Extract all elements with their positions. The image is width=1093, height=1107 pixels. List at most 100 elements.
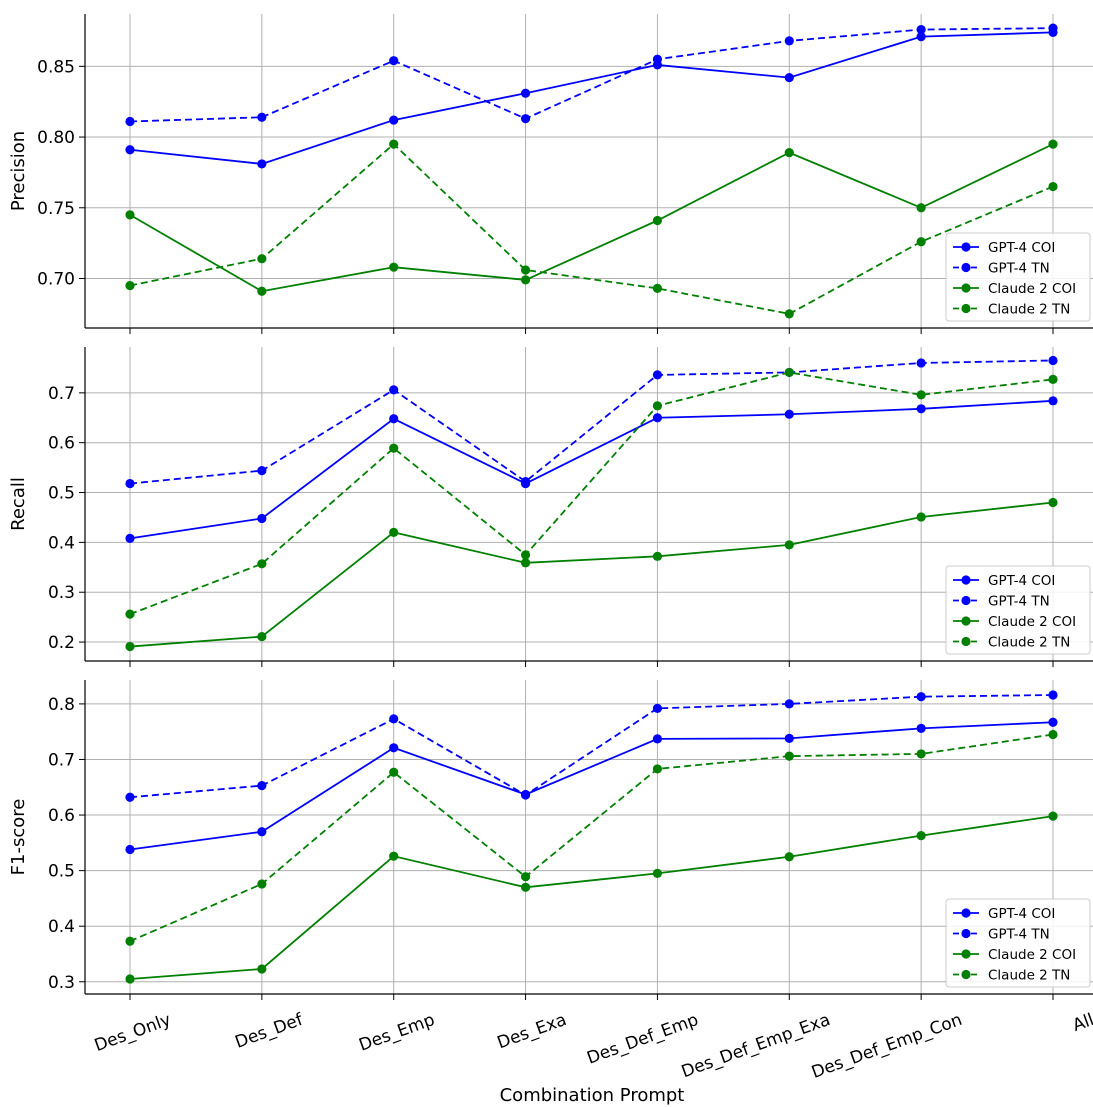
data-point [652, 401, 663, 411]
series-line [129, 815, 1054, 980]
series-line [129, 733, 1054, 943]
y-tick-label: 0.8 [48, 695, 75, 715]
data-point [520, 88, 531, 98]
data-point [916, 32, 926, 42]
data-point [784, 73, 794, 83]
data-point [125, 280, 135, 291]
y-tick-label: 0.3 [48, 583, 75, 603]
data-point [389, 414, 399, 424]
data-point [125, 936, 135, 946]
series-line [129, 694, 1054, 799]
legend-entry: Claude 2 TN [988, 635, 1070, 651]
data-point [389, 443, 399, 453]
data-point [652, 54, 663, 64]
x-tick-label: Des_Emp [356, 1010, 437, 1056]
data-point [520, 275, 531, 285]
series-gpt-4-tn [125, 355, 1058, 489]
y-tick-label: 0.4 [48, 533, 75, 553]
data-point [520, 790, 531, 800]
data-point [784, 148, 794, 158]
legend-entry: GPT-4 TN [988, 261, 1050, 277]
data-point [125, 792, 135, 802]
x-tick-label: Des_Only [92, 1010, 174, 1056]
series-line [129, 371, 1054, 615]
data-point [389, 527, 399, 538]
series-claude-2-coi [125, 811, 1058, 984]
series-claude-2-tn [125, 139, 1058, 319]
data-point [916, 831, 926, 841]
data-point [257, 559, 267, 569]
x-tick-label: All [1070, 1010, 1093, 1036]
legend-marker [961, 636, 971, 647]
y-tick-label: 0.3 [48, 973, 75, 993]
data-point [916, 390, 926, 400]
data-point [125, 116, 135, 127]
legend-entry: GPT-4 COI [988, 573, 1055, 589]
data-point [389, 851, 399, 861]
data-point [916, 749, 926, 759]
data-point [257, 286, 267, 296]
data-point [520, 265, 531, 275]
x-tick-label: Des_Def_Emp_Exa [679, 1010, 833, 1082]
data-point [784, 367, 794, 378]
series-line [129, 142, 1054, 315]
data-point [520, 550, 531, 560]
data-point [784, 309, 794, 319]
legend-box [945, 565, 1091, 655]
data-point [1048, 729, 1058, 740]
data-point [125, 533, 135, 543]
data-point [1048, 396, 1058, 406]
data-point [1048, 811, 1058, 821]
legend: GPT-4 COI GPT-4 TN Claude 2 COI Claude 2 TN [945, 565, 1091, 655]
data-point [257, 513, 267, 524]
legend-marker [961, 242, 971, 252]
series-line [129, 721, 1054, 851]
data-point [916, 237, 926, 247]
legend-marker [961, 908, 971, 918]
data-point [389, 385, 399, 395]
y-axis-label: Recall [8, 477, 29, 531]
data-point [652, 734, 663, 744]
data-point [784, 409, 794, 419]
data-point [520, 558, 531, 568]
data-point [1048, 690, 1058, 700]
y-tick-label: 0.6 [48, 806, 75, 826]
series-claude-2-tn [125, 729, 1058, 946]
y-tick-label: 0.7 [48, 384, 75, 404]
series-gpt-4-coi [125, 396, 1058, 543]
data-point [916, 24, 926, 35]
legend-marker [961, 595, 971, 606]
legend-marker [961, 575, 971, 585]
x-tick-label: Des_Def [233, 1010, 307, 1053]
y-tick-label: 0.80 [37, 128, 75, 148]
data-point [652, 283, 663, 293]
data-point [1048, 374, 1058, 384]
data-point [389, 743, 399, 753]
data-point [257, 112, 267, 122]
x-tick-label: Des_Def_Emp [584, 1010, 701, 1069]
legend-entry: Claude 2 COI [988, 281, 1076, 297]
series-line [129, 399, 1054, 540]
data-point [125, 974, 135, 984]
y-tick-label: 0.7 [48, 750, 75, 770]
data-point [125, 210, 135, 220]
data-point [257, 466, 267, 476]
x-tick-label: Des_Def_Emp_Con [809, 1010, 965, 1083]
data-point [1048, 181, 1058, 192]
data-point [520, 114, 531, 124]
legend-entry: GPT-4 COI [988, 906, 1055, 922]
subplot-recall: 0.2 0.3 0.4 0.5 0.6 0.7 Recall GPT-4 COI GPT-4 T… [8, 347, 1093, 667]
data-point [257, 780, 267, 791]
y-tick-label: 0.5 [48, 484, 75, 504]
data-point [784, 733, 794, 743]
legend-marker [961, 303, 971, 314]
data-point [916, 404, 926, 414]
x-tick-label: Des_Exa [495, 1010, 570, 1053]
data-point [1048, 717, 1058, 727]
y-axis-label: Precision [8, 131, 29, 211]
x-axis-label: Combination Prompt [500, 1085, 685, 1106]
data-point [652, 764, 663, 774]
data-point [652, 413, 663, 423]
